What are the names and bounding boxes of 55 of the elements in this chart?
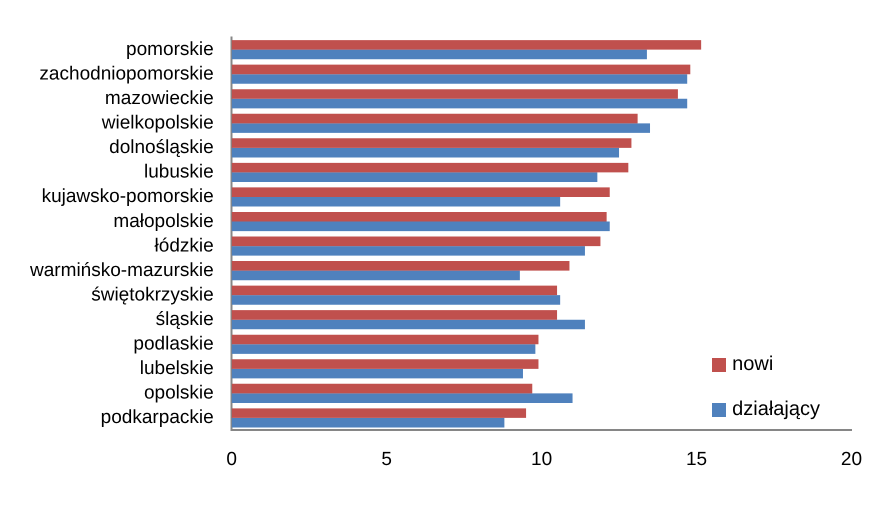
bar <box>232 236 600 246</box>
bar <box>232 222 610 232</box>
bar <box>232 295 560 305</box>
x-tick-label: 15 <box>686 448 708 470</box>
y-tick-label: małopolskie <box>113 210 214 232</box>
bar <box>232 286 558 296</box>
y-tick-label: wielkopolskie <box>100 112 214 134</box>
x-tick-label: 10 <box>530 448 552 470</box>
y-tick-label: warmińsko-mazurskie <box>29 260 214 281</box>
bar <box>232 408 526 418</box>
y-tick-label: podlaskie <box>133 334 214 355</box>
y-tick-label: podkarpackie <box>100 407 214 428</box>
bar <box>232 50 647 60</box>
legend-label: działający <box>732 398 820 421</box>
bar <box>232 74 688 84</box>
bar <box>232 310 558 320</box>
bar <box>232 162 628 172</box>
bar <box>232 359 538 369</box>
x-tick-label: 5 <box>381 448 392 470</box>
y-tick-label: dolnośląskie <box>109 137 214 158</box>
y-tick-label: zachodniopomorskie <box>39 63 214 84</box>
bar <box>232 384 532 394</box>
bar <box>232 418 504 428</box>
bar <box>232 40 702 50</box>
bar <box>232 334 538 344</box>
y-tick-label: kujawsko-pomorskie <box>42 186 214 208</box>
y-tick-label: lubelskie <box>140 358 214 380</box>
y-tick-label: łódzkie <box>154 235 214 256</box>
bar <box>232 196 560 207</box>
bar <box>232 246 585 256</box>
bar <box>232 187 610 197</box>
y-tick-label: świętokrzyskie <box>91 284 214 306</box>
bar <box>232 320 585 330</box>
x-tick-label: 20 <box>840 448 862 470</box>
y-tick-label: śląskie <box>156 308 214 330</box>
y-tick-label: opolskie <box>144 382 214 404</box>
bar <box>232 138 632 148</box>
bar <box>232 64 690 74</box>
bar <box>232 98 688 108</box>
y-tick-label: mazowieckie <box>104 88 214 110</box>
bar <box>232 172 598 182</box>
bar <box>232 261 570 271</box>
y-tick-label: pomorskie <box>126 38 214 60</box>
bar <box>232 368 523 378</box>
bar <box>232 148 620 158</box>
bar <box>232 270 520 280</box>
bar <box>232 114 638 124</box>
bar <box>232 212 607 222</box>
legend-label: nowi <box>732 353 774 376</box>
x-tick-label: 0 <box>226 448 237 470</box>
y-tick-label: lubuskie <box>144 162 214 183</box>
bar <box>232 344 536 354</box>
bar <box>232 89 678 99</box>
bar <box>232 393 573 403</box>
bar <box>232 123 650 133</box>
